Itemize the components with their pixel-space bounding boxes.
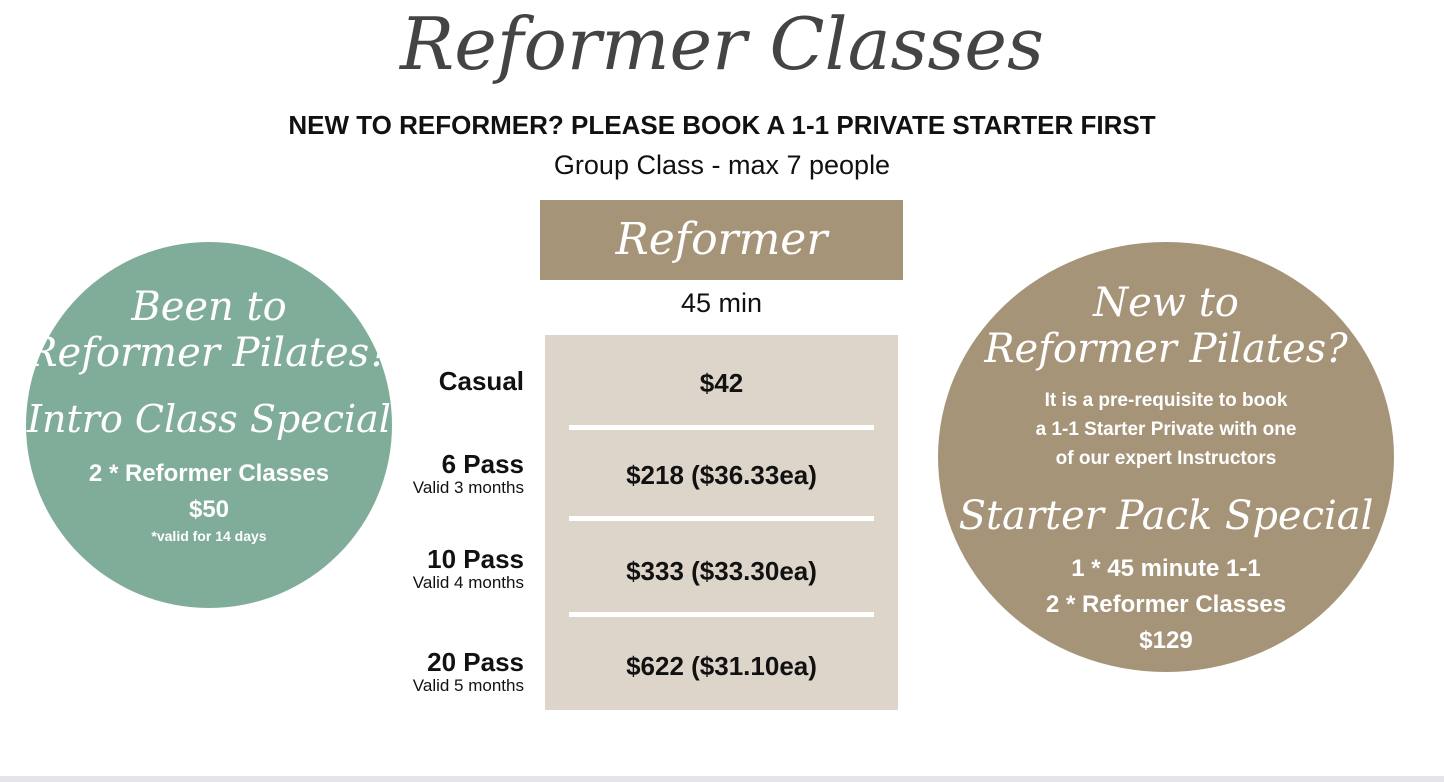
duration-label: 45 min bbox=[680, 288, 763, 318]
intro-special-circle: Been to Reformer Pilates? Intro Class Sp… bbox=[26, 242, 392, 608]
special-title: Intro Class Special bbox=[27, 397, 391, 441]
offer-line: 2 * Reformer Classes bbox=[1045, 591, 1287, 618]
price-table: $42 $218 ($36.33ea) $333 ($33.30ea) $622… bbox=[545, 335, 898, 710]
circle-heading: Reformer Pilates? bbox=[27, 330, 391, 376]
info-line: of our expert Instructors bbox=[1055, 448, 1277, 469]
price-10-pass: $333 ($33.30ea) bbox=[626, 556, 817, 586]
info-line: a 1-1 Starter Private with one bbox=[1035, 419, 1297, 440]
pass-name: 6 Pass bbox=[441, 449, 524, 479]
page-title: Reformer Classes bbox=[400, 2, 1044, 86]
info-line: It is a pre-requisite to book bbox=[1044, 390, 1288, 411]
price-casual: $42 bbox=[699, 368, 744, 398]
price-20-pass: $622 ($31.10ea) bbox=[626, 651, 817, 681]
divider bbox=[569, 516, 874, 521]
pass-name: 10 Pass bbox=[427, 544, 524, 574]
offer: 2 * Reformer Classes bbox=[88, 460, 330, 487]
offer-note: *valid for 14 days bbox=[151, 528, 267, 544]
special-title: Starter Pack Special bbox=[958, 493, 1374, 539]
row-label-10-pass: 10 Pass Valid 4 months bbox=[413, 544, 524, 593]
circle-heading: New to bbox=[1093, 280, 1239, 326]
row-label-casual: Casual bbox=[439, 366, 524, 397]
row-label-6-pass: 6 Pass Valid 3 months bbox=[413, 449, 524, 498]
offer-line: 1 * 45 minute 1-1 bbox=[1071, 555, 1261, 582]
divider bbox=[569, 425, 874, 430]
starter-special-circle: New to Reformer Pilates? It is a pre-req… bbox=[938, 242, 1394, 672]
offer-price: $50 bbox=[188, 496, 230, 523]
divider bbox=[569, 612, 874, 617]
pass-validity: Valid 4 months bbox=[412, 573, 524, 592]
notice-heading: NEW TO REFORMER? PLEASE BOOK A 1-1 PRIVA… bbox=[288, 110, 1156, 140]
pass-name: Casual bbox=[438, 366, 524, 396]
offer-price: $129 bbox=[1139, 627, 1193, 654]
offer: 1 * 45 minute 1-1 2 * Reformer Classes $… bbox=[938, 551, 1394, 659]
pass-validity: Valid 3 months bbox=[412, 478, 524, 497]
price-6-pass: $218 ($36.33ea) bbox=[626, 460, 817, 490]
pass-validity: Valid 5 months bbox=[412, 676, 524, 695]
table-header: Reformer bbox=[540, 200, 903, 280]
row-label-20-pass: 20 Pass Valid 5 months bbox=[413, 647, 524, 696]
group-class-info: Group Class - max 7 people bbox=[553, 150, 891, 180]
bottom-divider bbox=[0, 776, 1444, 782]
circle-heading: Been to bbox=[131, 284, 287, 330]
pass-name: 20 Pass bbox=[427, 647, 524, 677]
info-text: It is a pre-requisite to book a 1-1 Star… bbox=[938, 386, 1394, 473]
circle-heading: Reformer Pilates? bbox=[984, 326, 1348, 372]
